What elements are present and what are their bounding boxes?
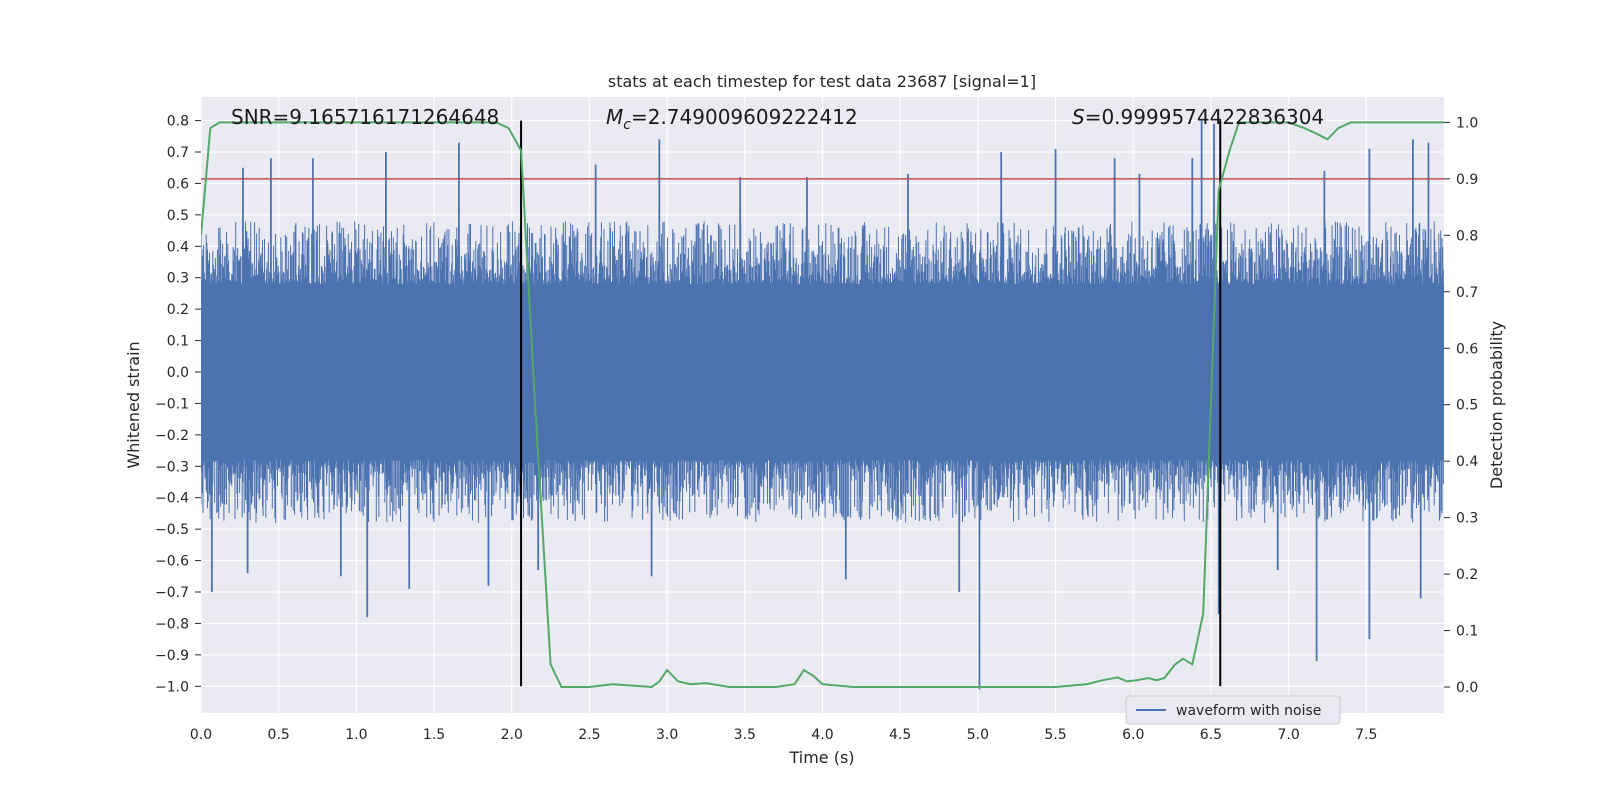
y-axis-ticks: 0.8 0.7 0.6 0.5 0.4 0.3 0.2 0.1 0.0 −0.1 −0.2 −0.3 −…: [155, 114, 201, 695]
y-tick-label-5: 0.3: [167, 271, 189, 287]
waveform-series: [201, 120, 1444, 690]
y-right-axis-ticks: 1.0 0.9 0.8 0.7 0.6 0.5 0.4 0.3 0.2 0.1 0.0: [1444, 115, 1478, 696]
x-tick-label-13: 6.5: [1200, 727, 1222, 743]
waveform-noise-spikes: [201, 221, 1444, 523]
y-tick-label-17: −0.9: [155, 648, 189, 664]
y-right-tick-label-4: 0.6: [1456, 341, 1478, 357]
y-axis-label: Whitened strain: [124, 341, 143, 468]
y-tick-label-0: 0.8: [167, 114, 189, 130]
y-tick-label-7: 0.1: [167, 334, 189, 350]
x-tick-label-14: 7.0: [1277, 727, 1299, 743]
x-tick-label-5: 2.5: [578, 727, 600, 743]
score-symbol: S: [1072, 105, 1085, 129]
y-right-axis-label: Detection probability: [1487, 321, 1506, 489]
y-tick-label-14: −0.6: [155, 554, 189, 570]
x-tick-label-15: 7.5: [1355, 727, 1377, 743]
y-right-tick-label-9: 0.1: [1456, 624, 1478, 640]
y-tick-label-6: 0.2: [167, 302, 189, 318]
y-right-tick-label-1: 0.9: [1456, 172, 1478, 188]
x-tick-label-1: 0.5: [268, 727, 290, 743]
y-tick-label-10: −0.2: [155, 428, 189, 444]
chirp-mass-value: =2.749009609222412: [631, 105, 858, 129]
y-right-tick-label-5: 0.5: [1456, 398, 1478, 414]
x-tick-label-3: 1.5: [423, 727, 445, 743]
x-tick-label-0: 0.0: [190, 727, 212, 743]
y-tick-label-4: 0.4: [167, 239, 189, 255]
legend-box: [1125, 695, 1341, 725]
y-right-tick-label-10: 0.0: [1456, 680, 1478, 696]
score-annotation: S=0.9999574422836304: [1072, 105, 1324, 129]
y-tick-label-8: 0.0: [167, 365, 189, 381]
y-tick-label-15: −0.7: [155, 585, 189, 601]
x-axis-ticks: 0.0 0.5 1.0 1.5 2.0 2.5 3.0 3.5 4.0 4.5 5.0 5.5 6.0 6…: [190, 727, 1378, 743]
x-tick-label-10: 5.0: [967, 727, 989, 743]
x-tick-label-6: 3.0: [656, 727, 678, 743]
chirp-mass-subscript: c: [623, 117, 631, 133]
y-tick-label-11: −0.3: [155, 459, 189, 475]
x-axis-label: Time (s): [788, 748, 854, 767]
y-tick-label-18: −1.0: [155, 679, 189, 695]
x-tick-label-8: 4.0: [811, 727, 833, 743]
y-tick-label-16: −0.8: [155, 616, 189, 632]
merger-markers: [520, 120, 1222, 687]
y-right-tick-label-0: 1.0: [1456, 115, 1478, 131]
snr-annotation: SNR=9.165716171264648: [231, 105, 499, 129]
y-right-tick-label-3: 0.7: [1456, 285, 1478, 301]
score-value: =0.9999574422836304: [1085, 105, 1324, 129]
y-tick-label-9: −0.1: [155, 396, 189, 412]
y-right-tick-label-2: 0.8: [1456, 228, 1478, 244]
chirp-mass-annotation: Mc=2.749009609222412: [606, 105, 858, 133]
y-right-tick-label-7: 0.3: [1456, 511, 1478, 527]
y-right-tick-label-8: 0.2: [1456, 567, 1478, 583]
chart-title: stats at each timestep for test data 236…: [608, 72, 1036, 91]
x-tick-label-11: 5.5: [1044, 727, 1066, 743]
y-tick-label-13: −0.5: [155, 522, 189, 538]
x-tick-label-9: 4.5: [889, 727, 911, 743]
probability-series-line: [201, 121, 1444, 689]
x-tick-label-12: 6.0: [1122, 727, 1144, 743]
legend: waveform with noise: [1125, 695, 1341, 725]
x-tick-label-2: 1.0: [345, 727, 367, 743]
legend-label-waveform: waveform with noise: [1176, 703, 1321, 719]
y-tick-label-12: −0.4: [155, 491, 189, 507]
x-tick-label-7: 3.5: [734, 727, 756, 743]
y-tick-label-2: 0.6: [167, 176, 189, 192]
y-tick-label-1: 0.7: [167, 145, 189, 161]
y-right-tick-label-6: 0.4: [1456, 454, 1478, 470]
y-tick-label-3: 0.5: [167, 208, 189, 224]
chirp-mass-symbol: M: [606, 105, 623, 129]
x-tick-label-4: 2.0: [501, 727, 523, 743]
